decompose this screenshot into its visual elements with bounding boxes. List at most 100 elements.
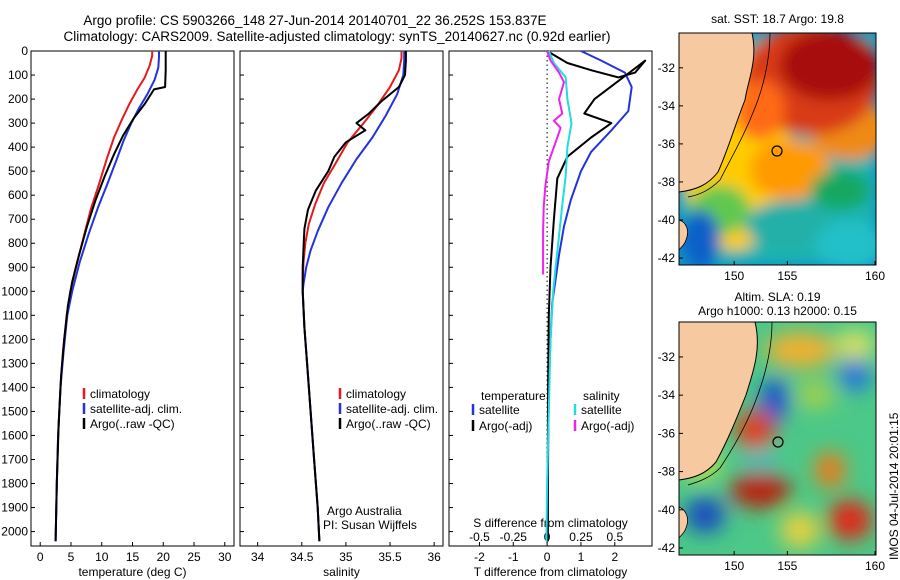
x-top-axis-label: S difference from climatology <box>473 516 628 530</box>
chart-subtitle: Climatology: CARS2009. Satellite-adjuste… <box>63 29 611 44</box>
x-top-tick-label: -0.5 <box>469 530 490 544</box>
y-tick-label: 1700 <box>1 452 28 466</box>
x-tick-label: 0 <box>544 550 551 564</box>
sst-map <box>678 32 877 266</box>
map-y-tick-label: -34 <box>658 388 676 402</box>
profile-panel-1: 0 100 200 300 400 500 600 700 800 900 1000 1100 1200… <box>1 44 235 579</box>
legend-label: satellite-adj. clim. <box>90 402 182 416</box>
plot-frame <box>30 50 235 547</box>
x-tick-label: -2 <box>474 550 485 564</box>
argo-location-marker <box>771 145 783 157</box>
map-y-tick-label: -32 <box>658 350 676 364</box>
x-tick-label: 34 <box>251 550 265 564</box>
map-x-tick-label: 150 <box>724 269 744 283</box>
chart-title: Argo profile: CS 5903266_148 27-Jun-2014… <box>83 13 547 28</box>
plot-frame <box>239 50 444 547</box>
x-top-tick-label: 0.25 <box>569 530 593 544</box>
legend-label: Argo(-adj) <box>479 419 532 433</box>
legend-label: satellite-adj. clim. <box>346 402 438 416</box>
series-line-magenta <box>542 50 565 275</box>
y-tick-label: 1500 <box>1 404 28 418</box>
map-title: sat. SST: 18.7 Argo: 19.8 <box>711 12 844 26</box>
series-line-argo <box>546 50 647 542</box>
x-axis-label: T difference from climatology <box>474 565 628 579</box>
x-tick-label: 1 <box>578 550 585 564</box>
map-y-tick-label: -42 <box>658 251 676 265</box>
map-x-tick-label: 155 <box>777 269 797 283</box>
y-tick-label: 500 <box>8 164 28 178</box>
map-y-tick-label: -34 <box>658 99 676 113</box>
map-x-tick-label: 150 <box>724 559 744 573</box>
x-tick-label: 34.5 <box>290 550 314 564</box>
y-tick-label: 1600 <box>1 428 28 442</box>
x-tick-label: 15 <box>126 550 140 564</box>
series-line-argo <box>54 51 167 542</box>
argo-location-marker-sla <box>772 436 784 448</box>
map-y-tick-label: -36 <box>658 137 676 151</box>
map-axes-1: sat. SST: 18.7 Argo: 19.8 150 155 160 -32 -34… <box>658 12 886 283</box>
x-top-tick-label: 0.5 <box>606 530 623 544</box>
map-y-tick-label: -38 <box>658 175 676 189</box>
map-y-tick-label: -38 <box>658 465 676 479</box>
map-y-tick-label: -32 <box>658 61 676 75</box>
x-axis-label: salinity <box>323 565 360 579</box>
legend-label: climatology <box>90 387 150 401</box>
y-tick-label: 400 <box>8 140 28 154</box>
y-tick-label: 1800 <box>1 477 28 491</box>
plot-frame <box>448 50 653 547</box>
legend: temperature salinitysatelliteArgo(-adj)sa… <box>471 389 634 433</box>
y-tick-label: 700 <box>8 212 28 226</box>
legend-label: satellite <box>479 403 520 417</box>
y-tick-label: 1200 <box>1 332 28 346</box>
x-tick-label: 5 <box>68 550 75 564</box>
annotation-text: PI: Susan Wijffels <box>323 518 417 532</box>
map-y-tick-label: -40 <box>658 503 676 517</box>
map-y-tick-label: -40 <box>658 213 676 227</box>
map-title: Altim. SLA: 0.19 <box>734 290 820 304</box>
y-tick-label: 100 <box>8 68 28 82</box>
map-x-tick-label: 160 <box>865 559 885 573</box>
timestamp-stamp: IMOS 04-Jul-2014 20:01:15 <box>887 412 900 560</box>
y-tick-label: 1400 <box>1 380 28 394</box>
legend-label: Argo(..raw -QC) <box>90 417 175 431</box>
series-line-argo <box>301 51 407 542</box>
x-axis-label: temperature (deg C) <box>78 565 186 579</box>
y-tick-label: 1100 <box>2 308 28 322</box>
y-tick-label: 2000 <box>1 525 28 539</box>
legend-label: climatology <box>346 387 406 401</box>
legend-label: satellite <box>581 403 622 417</box>
x-tick-label: 30 <box>218 550 232 564</box>
map-x-tick-label: 155 <box>777 559 797 573</box>
x-tick-label: 2 <box>611 550 618 564</box>
x-tick-label: 0 <box>37 550 44 564</box>
x-tick-label: 35.5 <box>378 550 402 564</box>
map-x-tick-label: 160 <box>865 269 885 283</box>
legend-heading: temperature <box>481 389 546 403</box>
profile-panel-2: 34 34.5 35 35.5 36 salinity climatologysatelli… <box>239 50 444 579</box>
y-tick-label: 1300 <box>1 356 28 370</box>
profile-panel-3: -2 -1 0 1 2T difference from climatology -0.5… <box>448 50 653 579</box>
x-tick-label: 20 <box>157 550 171 564</box>
y-tick-label: 300 <box>8 116 28 130</box>
annotation-text: Argo Australia <box>327 504 402 518</box>
y-tick-label: 200 <box>8 92 28 106</box>
series-line-cyan <box>545 50 573 542</box>
y-tick-label: 900 <box>8 260 28 274</box>
x-top-tick-label: -0.25 <box>500 530 528 544</box>
y-tick-label: 1000 <box>1 284 28 298</box>
x-tick-label: 10 <box>95 550 109 564</box>
map-y-tick-label: -42 <box>658 541 676 555</box>
legend-label: Argo(-adj) <box>581 419 634 433</box>
y-tick-label: 800 <box>8 236 28 250</box>
x-tick-label: 25 <box>187 550 201 564</box>
map-subtitle: Argo h1000: 0.13 h2000: 0.15 <box>698 304 857 318</box>
x-tick-label: -1 <box>508 550 519 564</box>
legend-label: Argo(..raw -QC) <box>346 417 431 431</box>
legend-heading: salinity <box>583 389 620 403</box>
x-tick-label: 36 <box>427 550 441 564</box>
y-tick-label: 600 <box>8 188 28 202</box>
